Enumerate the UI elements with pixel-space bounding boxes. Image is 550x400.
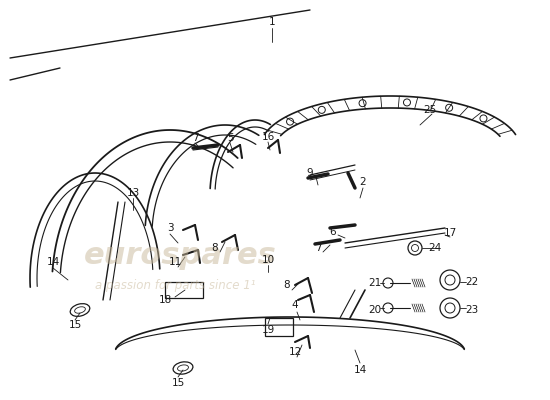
Text: 19: 19 bbox=[261, 325, 274, 335]
Text: 17: 17 bbox=[443, 228, 456, 238]
Text: 25: 25 bbox=[424, 105, 437, 115]
Text: 5: 5 bbox=[227, 133, 233, 143]
FancyBboxPatch shape bbox=[265, 318, 293, 336]
Text: 7: 7 bbox=[315, 243, 321, 253]
Text: 13: 13 bbox=[126, 188, 140, 198]
Text: 11: 11 bbox=[168, 257, 182, 267]
Text: 16: 16 bbox=[261, 132, 274, 142]
Text: 10: 10 bbox=[261, 255, 274, 265]
Text: 18: 18 bbox=[158, 295, 172, 305]
Text: 15: 15 bbox=[68, 320, 81, 330]
Text: 3: 3 bbox=[167, 223, 173, 233]
Text: 9: 9 bbox=[307, 168, 314, 178]
Text: 4: 4 bbox=[292, 300, 298, 310]
Text: 15: 15 bbox=[172, 378, 185, 388]
Text: 20: 20 bbox=[368, 305, 382, 315]
Text: eurospares: eurospares bbox=[84, 240, 276, 270]
Text: 14: 14 bbox=[353, 365, 367, 375]
Text: 22: 22 bbox=[465, 277, 478, 287]
Text: 7: 7 bbox=[192, 133, 199, 143]
Text: a passion for parts since 1¹: a passion for parts since 1¹ bbox=[95, 278, 255, 292]
Text: 21: 21 bbox=[368, 278, 382, 288]
Text: 12: 12 bbox=[288, 347, 301, 357]
Text: 24: 24 bbox=[428, 243, 442, 253]
Text: 23: 23 bbox=[465, 305, 478, 315]
Text: 1: 1 bbox=[269, 17, 276, 27]
Text: 14: 14 bbox=[46, 257, 59, 267]
Text: 2: 2 bbox=[360, 177, 366, 187]
FancyBboxPatch shape bbox=[165, 282, 203, 298]
Text: 6: 6 bbox=[329, 227, 336, 237]
Text: 8: 8 bbox=[284, 280, 290, 290]
Text: 8: 8 bbox=[212, 243, 218, 253]
